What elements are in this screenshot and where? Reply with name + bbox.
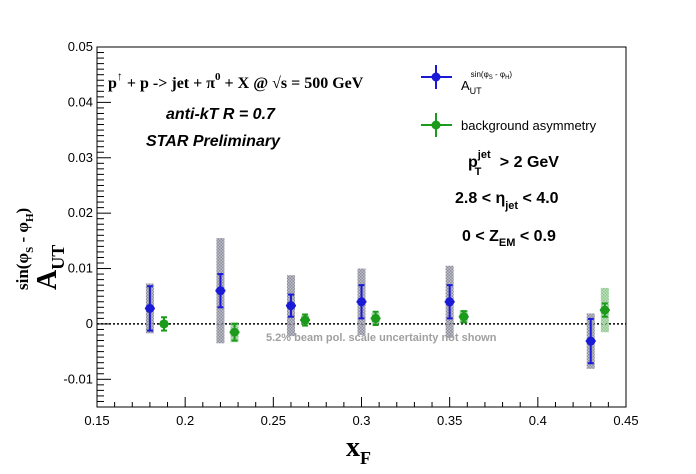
marker (215, 286, 225, 296)
algorithm-annotation: anti-kT R = 0.7 (166, 106, 276, 123)
legend-marker-background (431, 120, 441, 130)
systematic-bands (145, 238, 609, 369)
signal-point (144, 285, 155, 332)
background-point (229, 322, 240, 342)
svg-text:AUT: AUT (32, 245, 68, 290)
y-tick-label: 0.04 (68, 94, 93, 109)
marker (459, 312, 469, 322)
data-points (144, 273, 610, 365)
y-tick-label: 0.03 (68, 150, 93, 165)
y-tick-label: 0.02 (68, 205, 93, 220)
y-tick-label: 0.01 (68, 261, 93, 276)
x-tick-label: 0.4 (529, 413, 547, 428)
marker (600, 305, 610, 315)
axis-ticks: 0.15 0.2 0.25 0.3 0.35 0.4 0.45 -0.01 0 0.01 0.02 0… (63, 39, 638, 428)
marker (145, 303, 155, 313)
signal-point (285, 293, 296, 318)
x-tick-label: 0.2 (176, 413, 194, 428)
marker (300, 315, 310, 325)
marker (371, 313, 381, 323)
y-axis-label-sub: UT (48, 245, 68, 270)
marker (230, 327, 240, 337)
signal-point (585, 317, 596, 365)
marker (286, 301, 296, 311)
background-point (300, 313, 311, 327)
signal-point (215, 273, 226, 309)
cut-pt: pjet T > 2 GeV (468, 149, 559, 178)
y-tick-label: -0.01 (63, 371, 93, 386)
x-axis-label: xF (346, 432, 371, 468)
x-tick-label: 0.25 (261, 413, 286, 428)
legend-label-signal: AUTsin(φS - φH) (461, 70, 512, 96)
marker (159, 319, 169, 329)
cut-eta: 2.8 < ηjet < 4.0 (455, 190, 559, 212)
y-axis-label-sup: sin(φS - φH) (13, 208, 36, 290)
background-point (599, 302, 610, 318)
cut-zem: 0 < ZEM < 0.9 (462, 228, 556, 249)
signal-point (444, 284, 455, 320)
x-axis-label-sub: F (360, 448, 371, 468)
y-tick-label: 0.05 (68, 39, 93, 54)
y-axis-label: AUT sin(φS - φH) (13, 208, 68, 290)
x-tick-label: 0.3 (352, 413, 370, 428)
background-point (458, 310, 469, 324)
process-annotation: p↑ + p -> jet + π0 + X @ √s = 500 GeV (108, 69, 364, 92)
legend-label-background: background asymmetry (461, 118, 597, 133)
legend: AUTsin(φS - φH) background asymmetry (421, 65, 597, 137)
marker (586, 336, 596, 346)
y-tick-label: 0 (86, 316, 93, 331)
plot-frame (96, 46, 627, 408)
preliminary-label: STAR Preliminary (146, 133, 281, 150)
marker (357, 297, 366, 307)
marker (445, 297, 455, 307)
background-point (159, 316, 170, 332)
legend-entry-signal: AUTsin(φS - φH) (421, 65, 512, 96)
background-point (370, 310, 381, 327)
x-tick-label: 0.45 (613, 413, 638, 428)
signal-point (356, 284, 367, 320)
x-tick-label: 0.35 (437, 413, 462, 428)
y-axis-label-main: A (32, 269, 63, 290)
x-tick-label: 0.15 (84, 413, 109, 428)
legend-marker-signal (431, 72, 441, 82)
uncertainty-note: 5.2% beam pol. scale uncertainty not sho… (266, 332, 497, 344)
legend-entry-background: background asymmetry (421, 113, 597, 137)
